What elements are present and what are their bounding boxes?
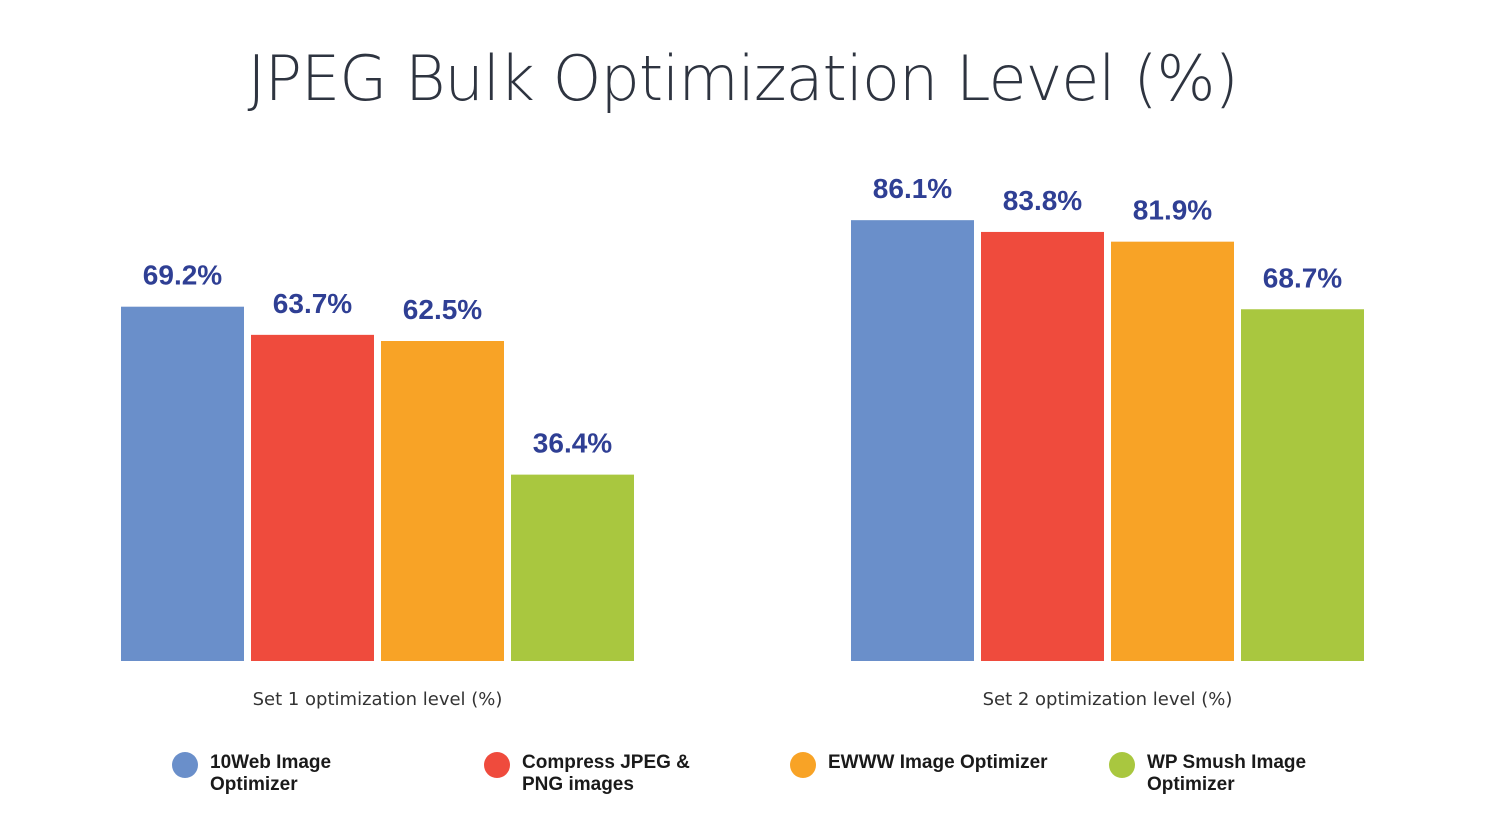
bar-group-set-1: 69.2% 63.7% 62.5% 36.4% Set 1 optimization l… bbox=[121, 260, 634, 710]
bar-group-set-2: 86.1% 83.8% 81.9% 68.7% Set 2 optimization l… bbox=[851, 173, 1364, 710]
legend-item-smush: WP Smush Image Optimizer bbox=[1109, 752, 1327, 796]
legend-label-compress: Compress JPEG & PNG images bbox=[522, 752, 690, 795]
bar-set1-smush bbox=[511, 474, 634, 661]
bar-set1-10web bbox=[121, 306, 244, 661]
x-axis-label-set-1: Set 1 optimization level (%) bbox=[253, 689, 503, 710]
legend-swatch-compress bbox=[484, 752, 510, 778]
bar-set2-compress bbox=[981, 231, 1104, 661]
bar-chart: 69.2% 63.7% 62.5% 36.4% Set 1 optimization l… bbox=[121, 173, 1364, 710]
legend-item-10web: 10Web Image Optimizer bbox=[172, 752, 420, 796]
data-label-set2-ewww: 81.9% bbox=[1133, 195, 1212, 226]
legend-label-10web: 10Web Image Optimizer bbox=[210, 752, 332, 795]
bar-set2-10web bbox=[851, 220, 974, 661]
bar-set1-ewww bbox=[381, 341, 504, 661]
data-label-set1-compress: 63.7% bbox=[273, 288, 352, 319]
data-label-set1-smush: 36.4% bbox=[533, 428, 612, 459]
data-label-set2-smush: 68.7% bbox=[1263, 262, 1342, 293]
legend-swatch-ewww bbox=[790, 752, 816, 778]
x-axis-label-set-2: Set 2 optimization level (%) bbox=[983, 689, 1233, 710]
data-label-set2-compress: 83.8% bbox=[1003, 185, 1082, 216]
legend-label-smush: WP Smush Image Optimizer bbox=[1147, 752, 1307, 795]
legend-swatch-smush bbox=[1109, 752, 1135, 778]
data-label-set1-10web: 69.2% bbox=[143, 260, 222, 291]
data-label-set1-ewww: 62.5% bbox=[403, 294, 482, 325]
bar-set1-compress bbox=[251, 334, 374, 661]
legend-item-ewww: EWWW Image Optimizer bbox=[790, 752, 1088, 778]
data-label-set2-10web: 86.1% bbox=[873, 173, 952, 204]
legend-label-ewww: EWWW Image Optimizer bbox=[828, 752, 1048, 773]
legend-item-compress: Compress JPEG & PNG images bbox=[484, 752, 732, 796]
bar-set2-ewww bbox=[1111, 241, 1234, 661]
bar-set2-smush bbox=[1241, 309, 1364, 661]
legend: 10Web Image Optimizer Compress JPEG & PN… bbox=[0, 752, 1485, 812]
chart-title: JPEG Bulk Optimization Level (%) bbox=[247, 42, 1238, 115]
legend-swatch-10web bbox=[172, 752, 198, 778]
